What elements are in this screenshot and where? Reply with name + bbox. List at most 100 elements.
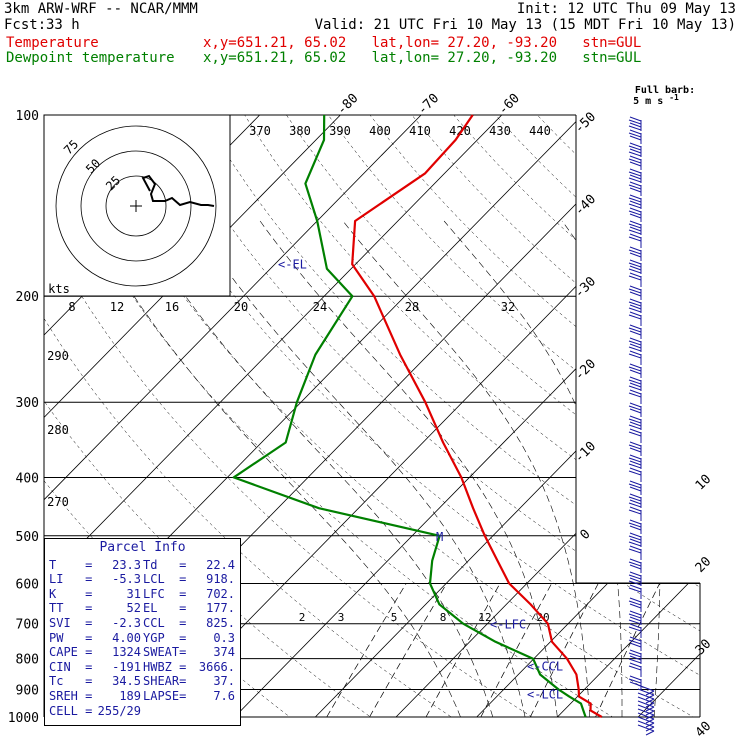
dry-adiabat — [44, 115, 389, 717]
isotherm-label: 20 — [693, 554, 715, 576]
parcel-key: Td = — [143, 557, 187, 572]
parcel-row: T = 23.3 Td = 22.4 — [45, 558, 240, 573]
forecast-hour: 33 h — [46, 17, 80, 33]
isotherm-line — [719, 115, 740, 717]
isotherm-line — [44, 115, 503, 717]
wind-barb — [637, 724, 655, 736]
wind-barb — [628, 662, 642, 677]
mixing-ratio-label: 12 — [478, 611, 491, 624]
parcel-row: CIN = -191 HWBZ = 3666. — [45, 660, 240, 675]
wind-barb — [628, 649, 642, 664]
parcel-row: K = 31 LFC = 702. — [45, 587, 240, 602]
isotherm-label: 30 — [693, 637, 715, 659]
wind-barb — [628, 441, 642, 456]
wind-barb — [628, 129, 642, 144]
dry-adiabat — [704, 115, 740, 730]
theta-e-label: 32 — [501, 300, 515, 314]
theta-label: 290 — [47, 349, 69, 363]
mixing-ratio-label: 8 — [440, 611, 447, 624]
temperature-profile — [351, 114, 603, 718]
mixing-ratio-label: 2 — [299, 611, 306, 624]
parcel-value: 1324 — [112, 645, 141, 660]
parcel-value: 34.5 — [112, 674, 141, 689]
parcel-key: SVI = — [49, 615, 93, 630]
isotherm-label: 10 — [693, 472, 715, 494]
temperature-location: x,y=651.21, 65.02 lat,lon= 27.20, -93.20… — [203, 35, 642, 51]
theta-label: 410 — [409, 124, 431, 138]
theta-e-label: 16 — [165, 300, 179, 314]
isotherm-line — [234, 115, 700, 717]
parcel-key: T = — [49, 557, 93, 572]
parcel-row: TT = 52 EL = 177. — [45, 601, 240, 616]
temperature-legend: Temperature — [6, 35, 99, 51]
wind-barb — [628, 246, 642, 261]
parcel-value: 22.4 — [206, 557, 235, 572]
parcel-key: CELL = — [49, 703, 93, 718]
dry-adiabat — [286, 115, 700, 717]
dewpoint-location: x,y=651.21, 65.02 lat,lon= 27.20, -93.20… — [203, 50, 642, 66]
theta-label: 380 — [289, 124, 311, 138]
wind-barb — [628, 194, 642, 209]
wind-barb — [628, 558, 642, 573]
parcel-key: EL = — [143, 601, 187, 616]
dry-adiabat — [160, 115, 700, 717]
parcel-key: SWEAT= — [143, 645, 187, 660]
theta-e-label: 8 — [68, 300, 75, 314]
parcel-key: HWBZ = — [143, 659, 187, 674]
isotherm-line — [395, 115, 700, 717]
dry-adiabat — [44, 115, 553, 717]
isotherm-label: 0 — [577, 527, 593, 543]
moist-adiabat — [259, 220, 558, 717]
parcel-value: 825. — [206, 615, 235, 630]
init-time: Init: 12 UTC Thu 09 May 13 — [516, 1, 736, 17]
mixing-ratio-label: 3 — [338, 611, 345, 624]
theta-label: 400 — [369, 124, 391, 138]
parcel-value: 23.3 — [112, 557, 141, 572]
isotherm-line — [44, 115, 422, 717]
parcel-value: 702. — [206, 586, 235, 601]
level-marker-lfc: <-LFC — [490, 617, 526, 631]
theta-e-label: 28 — [405, 300, 419, 314]
parcel-value: 189 — [119, 688, 141, 703]
parcel-row: SREH = 189 LAPSE= 7.6 — [45, 689, 240, 704]
parcel-row: CAPE = 1324 SWEAT= 374 — [45, 645, 240, 660]
wind-barb — [628, 415, 642, 430]
wind-barb — [628, 285, 642, 300]
wind-barb — [628, 207, 642, 222]
parcel-key: LCL = — [143, 572, 187, 587]
parcel-key: LI = — [49, 572, 93, 587]
pressure-label: 900 — [16, 683, 39, 698]
parcel-value: 7.6 — [213, 688, 235, 703]
wind-barb — [628, 610, 642, 625]
wind-barb — [628, 519, 642, 534]
valid-time: Valid: 21 UTC Fri 10 May 13 (15 MDT Fri … — [314, 17, 736, 33]
barb-legend-title: Full barb: — [635, 85, 695, 96]
parcel-value: 374 — [213, 645, 235, 660]
theta-e-label: 24 — [313, 300, 327, 314]
pressure-label: 600 — [16, 577, 39, 592]
wind-barb — [628, 259, 642, 274]
wind-barb — [628, 220, 642, 235]
moist-adiabat — [135, 220, 494, 717]
forecast-label: Fcst: — [4, 17, 47, 33]
theta-label: 370 — [249, 124, 271, 138]
parcel-value: -191 — [112, 659, 141, 674]
wind-barb — [628, 298, 642, 313]
parcel-key: LAPSE= — [143, 688, 187, 703]
pressure-label: 500 — [16, 530, 39, 545]
wind-barb — [628, 402, 642, 417]
isotherm-line — [153, 115, 700, 717]
moist-adiabat — [342, 220, 590, 717]
wind-barb — [628, 597, 642, 612]
wind-barb — [628, 142, 642, 157]
parcel-value: 37. — [213, 674, 235, 689]
wind-barb — [628, 233, 642, 248]
parcel-value: 0.3 — [213, 630, 235, 645]
isotherm-line — [637, 115, 700, 717]
dry-adiabat — [327, 115, 700, 717]
parcel-info-title: Parcel Info — [99, 540, 186, 555]
dry-adiabat — [118, 115, 700, 717]
hodograph-trace — [141, 174, 215, 207]
